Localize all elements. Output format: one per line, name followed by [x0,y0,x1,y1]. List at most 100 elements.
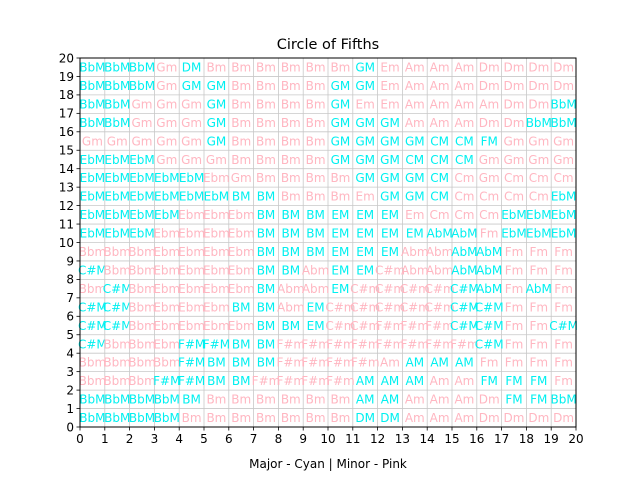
minor-key-label: Bm [306,171,326,185]
major-key-label: EbM [154,208,180,222]
major-key-label: BM [257,356,276,370]
minor-key-label: Gm [156,79,177,93]
minor-key-label: Bm [306,393,326,407]
minor-key-label: Am [454,411,474,425]
minor-key-label: C#m [325,319,355,333]
major-key-label: GM [405,171,425,185]
major-key-label: C#M [103,319,132,333]
major-key-label: C#M [78,263,107,277]
major-key-label: BbM [129,393,155,407]
major-key-label: BM [257,263,276,277]
minor-key-label: Am [405,393,425,407]
minor-key-label: Dm [479,116,500,130]
major-key-label: EbM [551,227,577,241]
minor-key-label: Bm [231,61,251,75]
minor-key-label: C#m [325,300,355,314]
minor-key-label: Dm [479,79,500,93]
minor-key-label: Am [405,116,425,130]
minor-key-label: Dm [479,61,500,75]
major-key-label: EbM [80,153,106,167]
x-tick-label: 2 [126,432,134,446]
x-tick-label: 16 [469,432,484,446]
x-axis-ticks: 0 1 2 3 4 5 6 7 8 9 10 11 12 13 14 15 16 17 18 19 20 [76,427,584,446]
major-key-label: EbM [129,153,155,167]
minor-key-label: Bbm [103,245,131,259]
minor-key-label: C#m [375,300,405,314]
minor-key-label: Bm [231,79,251,93]
minor-key-label: Bm [306,190,326,204]
major-key-label: FM [481,374,498,388]
x-tick-label: 0 [76,432,84,446]
x-axis-label: Major - Cyan | Minor - Pink [249,457,407,471]
minor-key-label: Bm [256,97,276,111]
major-key-label: BM [257,337,276,351]
minor-key-label: Bbm [103,263,131,277]
y-tick-label: 0 [66,420,74,434]
minor-key-label: Dm [479,411,500,425]
minor-key-label: Dm [504,116,525,130]
y-tick-label: 18 [59,88,74,102]
minor-key-label: Gm [132,116,153,130]
minor-key-label: Bm [306,79,326,93]
minor-key-label: Bm [256,61,276,75]
y-tick-label: 16 [59,125,74,139]
major-key-label: EbM [80,227,106,241]
minor-key-label: F#m [376,337,405,351]
minor-key-label: Gm [132,97,153,111]
minor-key-label: Bm [281,116,301,130]
major-key-label: CM [430,153,449,167]
minor-key-label: Bm [256,153,276,167]
minor-key-label: F#m [326,337,355,351]
minor-key-label: F#m [326,356,355,370]
minor-key-label: Fm [554,282,573,296]
major-key-label: GM [331,116,351,130]
minor-key-label: F#m [400,337,429,351]
minor-key-label: Fm [554,245,573,259]
minor-key-label: Abm [426,245,454,259]
major-key-label: DM [355,411,375,425]
major-key-label: CM [430,171,449,185]
minor-key-label: F#m [301,337,330,351]
minor-key-label: Gm [479,153,500,167]
major-key-label: GM [405,190,425,204]
major-key-label: BbM [104,79,130,93]
major-key-label: BM [232,374,251,388]
minor-key-label: Bm [306,61,326,75]
minor-key-label: Bm [330,393,350,407]
major-key-label: GM [207,134,227,148]
major-key-label: EbM [526,227,552,241]
minor-key-label: Gm [156,116,177,130]
major-key-label: AbM [526,282,552,296]
major-key-label: AM [430,356,449,370]
major-key-label: FM [530,393,547,407]
major-key-label: GM [355,79,375,93]
major-key-label: EbM [80,190,106,204]
minor-key-label: Bm [306,134,326,148]
major-key-label: CM [455,153,474,167]
major-key-label: BM [257,282,276,296]
minor-key-label: Fm [505,319,524,333]
major-key-label: EbM [129,171,155,185]
minor-key-label: Am [430,374,450,388]
minor-key-label: Cm [504,190,524,204]
major-key-label: EM [331,245,349,259]
minor-key-label: C#m [400,282,430,296]
major-key-label: AbM [427,227,453,241]
major-key-label: AM [356,374,375,388]
minor-key-label: Fm [505,263,524,277]
y-tick-label: 15 [59,144,74,158]
y-tick-label: 12 [59,199,74,213]
major-key-label: C#M [475,319,504,333]
minor-key-label: Bbm [128,337,156,351]
minor-key-label: Am [454,97,474,111]
major-key-label: F#M [178,337,205,351]
minor-key-label: Dm [528,79,549,93]
minor-key-label: Gm [181,116,202,130]
major-key-label: BM [257,300,276,314]
major-key-label: AbM [451,227,477,241]
minor-key-label: Dm [553,411,574,425]
minor-key-label: Bm [256,116,276,130]
minor-key-label: Bm [306,411,326,425]
minor-key-label: Ebm [228,208,255,222]
major-key-label: GM [380,116,400,130]
